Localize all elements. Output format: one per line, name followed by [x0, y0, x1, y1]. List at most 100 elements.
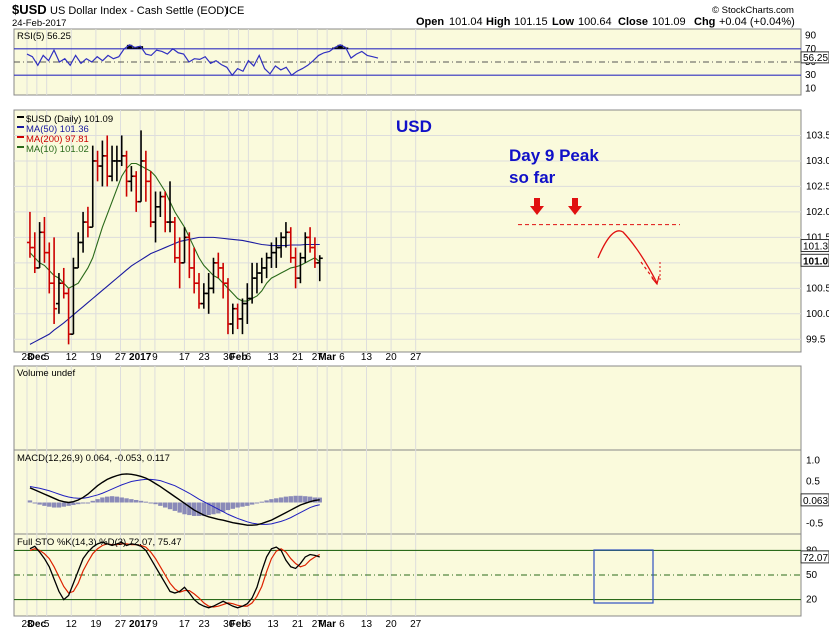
macd-histogram-bar [47, 502, 52, 507]
volume-legend: Volume undef [17, 368, 75, 379]
price-x-label: 17 [179, 352, 191, 363]
sto-x-label: 6 [339, 619, 345, 630]
macd-histogram-bar [283, 496, 289, 503]
macd-tick-label: 0.5 [806, 477, 820, 488]
macd-histogram-bar [167, 502, 173, 510]
projection-arrow-icon [651, 275, 660, 286]
price-last-value: 101.3 [803, 242, 828, 253]
price-tick-label: 100.0 [806, 309, 829, 320]
macd-tick-label: -0.5 [806, 519, 824, 530]
low-label: Low [552, 16, 574, 28]
macd-histogram-bar [225, 502, 231, 511]
macd-histogram-bar [32, 502, 37, 504]
rsi-last-value: 56.25 [803, 53, 828, 64]
macd-histogram-bar [288, 496, 293, 503]
sto-legend: Full STO %K(14,3) %D(3) 72.07, 75.47 [17, 537, 182, 548]
legend-entry: MA(10) 101.02 [26, 144, 89, 155]
macd-histogram-bar [162, 502, 168, 508]
macd-histogram-bar [235, 502, 240, 508]
macd-histogram-bar [109, 496, 115, 503]
rsi-overbought-fill [137, 46, 144, 49]
usd-annotation: USD [396, 117, 432, 136]
macd-histogram-bar [56, 502, 62, 508]
macd-tick-label: 1.0 [806, 456, 820, 467]
price-x-label: 23 [199, 352, 211, 363]
macd-histogram-bar [220, 502, 226, 512]
rsi-tick-label: 30 [805, 70, 817, 81]
price-tick-label: 101.5 [806, 232, 829, 243]
high-value: 101.15 [514, 16, 548, 28]
legend-swatch [17, 136, 24, 138]
price-x-label: 13 [361, 352, 373, 363]
red-arrow-icon [568, 198, 582, 215]
close-label: Close [618, 16, 648, 28]
macd-histogram-bar [216, 502, 221, 514]
sto-tick-label: 50 [806, 570, 818, 581]
highlight-box [593, 549, 654, 604]
price-tick-label: 102.0 [806, 207, 829, 218]
sto-x-label: Mar [318, 619, 336, 630]
price-x-label: 2017 [129, 352, 152, 363]
macd-histogram-bar [129, 499, 134, 503]
chg-value: +0.04 (+0.04%) [719, 16, 795, 28]
macd-histogram-bar [182, 502, 187, 515]
macd-layer [27, 473, 322, 526]
macd-histogram-bar [71, 502, 76, 506]
price-last-value: 101.0 [803, 256, 828, 267]
price-bar [316, 255, 323, 282]
macd-legend: MACD(12,26,9) 0.064, -0.053, 0.117 [17, 453, 170, 464]
arrow-head [530, 206, 544, 215]
macd-histogram-bar [158, 502, 163, 506]
macd-histogram-bar [259, 501, 264, 503]
sto-layer [14, 541, 801, 609]
macd-histogram-bar [254, 502, 260, 504]
rsi-overbought-fill [126, 44, 133, 49]
symbol-label: $USD [12, 2, 47, 17]
red-arrow-icon [530, 198, 544, 215]
sto-x-label: 19 [90, 619, 102, 630]
macd-histogram-bar [100, 497, 105, 503]
legend-swatch [17, 126, 24, 128]
price-tick-label: 103.0 [806, 156, 829, 167]
price-x-label: Dec [28, 352, 47, 363]
macd-histogram-bar [269, 499, 274, 503]
macd-line [29, 473, 320, 526]
ma10-line [29, 162, 321, 302]
low-value: 100.64 [578, 16, 612, 28]
sto-x-label: 2017 [129, 619, 152, 630]
price-layer [26, 130, 680, 345]
price-panel [13, 109, 802, 353]
macd-last-value: 0.063 [803, 496, 828, 507]
macd-signal-line [29, 478, 320, 525]
macd-histogram-bar [66, 502, 71, 506]
sto-x-label: Feb [230, 619, 248, 630]
price-x-label: 20 [386, 352, 398, 363]
price-tick-label: 103.5 [806, 130, 829, 141]
price-x-label: 27 [410, 352, 422, 363]
macd-histogram-bar [201, 502, 207, 516]
sto-x-label: 5 [44, 619, 50, 630]
peak-annotation-line2: so far [509, 168, 556, 187]
sto-x-label: 30 [223, 619, 235, 630]
macd-histogram-bar [245, 502, 250, 506]
macd-histogram-bar [134, 499, 139, 503]
sto-k-line [29, 541, 320, 609]
macd-histogram-bar [196, 502, 202, 516]
price-x-label: 12 [66, 352, 78, 363]
sto-x-label: 20 [386, 619, 398, 630]
sto-tick-label: 20 [806, 595, 818, 606]
macd-histogram-bar [274, 498, 279, 503]
projection-dash [640, 261, 658, 285]
macd-panel [13, 449, 802, 535]
macd-histogram-bar [249, 502, 255, 505]
legend-entry: MA(200) 97.81 [26, 134, 89, 145]
exchange-label: ICE [226, 5, 244, 17]
macd-last-box [800, 493, 829, 507]
macd-histogram-bar [172, 502, 178, 511]
macd-histogram-bar [80, 502, 86, 504]
arrow-shaft [572, 198, 578, 206]
rsi-overbought-fill [337, 44, 343, 49]
price-x-label: Feb [230, 352, 248, 363]
